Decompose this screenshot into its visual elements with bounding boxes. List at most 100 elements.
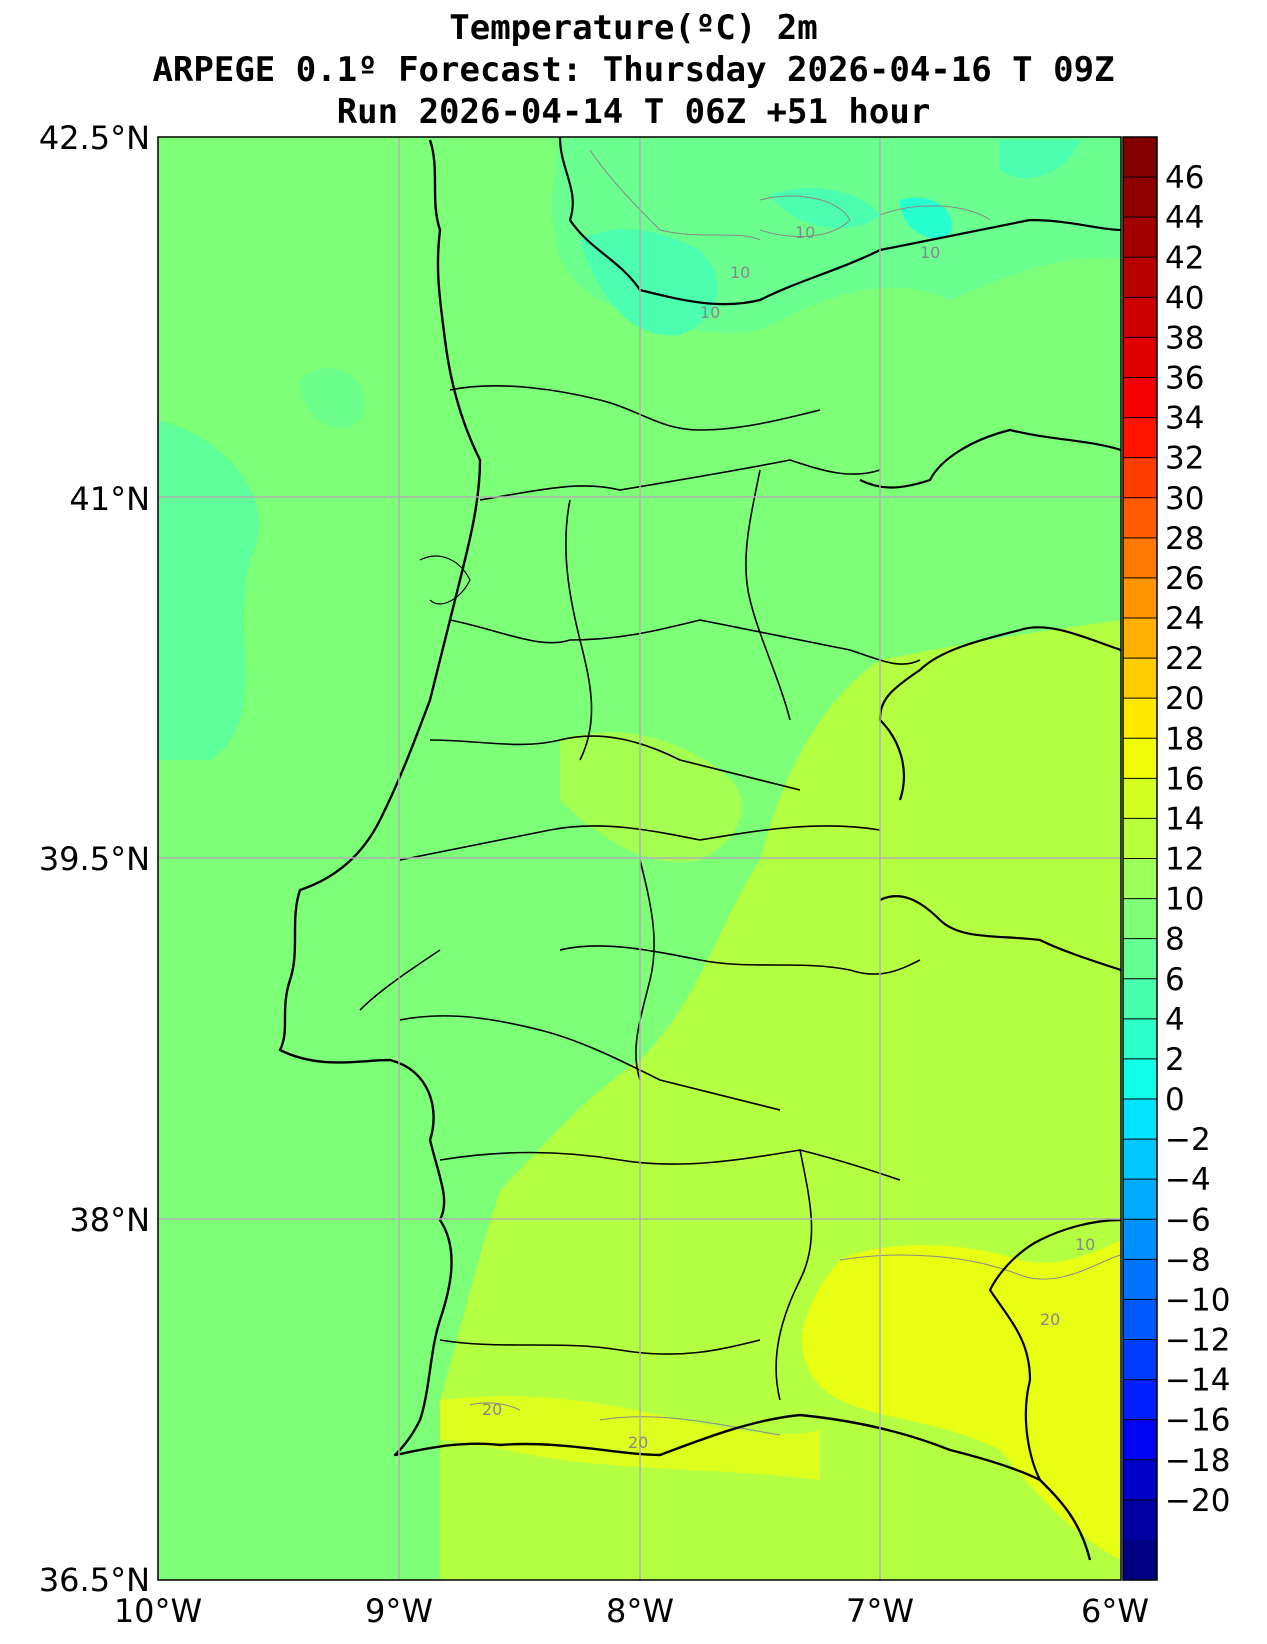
border-spain-south bbox=[988, 1218, 1121, 1481]
colorbar-tick-label: 8 bbox=[1165, 922, 1185, 958]
colorbar-tick-label: −4 bbox=[1165, 1162, 1211, 1198]
colorbar-tick-label: 44 bbox=[1165, 200, 1204, 236]
lat-label: 41°N bbox=[69, 480, 150, 518]
contour-label-10: 10 bbox=[795, 223, 815, 242]
district-12 bbox=[775, 1149, 813, 1401]
colorbar-tick-label: 18 bbox=[1165, 721, 1204, 757]
colorbar-tick-label: 12 bbox=[1165, 842, 1204, 878]
coastline bbox=[278, 139, 1092, 1561]
contour-label-10: 10 bbox=[920, 243, 940, 262]
colorbar-tick-label: 38 bbox=[1165, 320, 1204, 356]
colorbar-swatch bbox=[1123, 1299, 1157, 1341]
colorbar-tick-label: 0 bbox=[1165, 1082, 1185, 1118]
colorbar-swatch bbox=[1123, 978, 1157, 1020]
colorbar-swatch bbox=[1123, 1099, 1157, 1140]
colorbar-swatch bbox=[1123, 738, 1157, 779]
borders bbox=[278, 137, 1121, 1561]
colorbar-swatch bbox=[1123, 417, 1157, 459]
colorbar-tick-label: −10 bbox=[1165, 1282, 1230, 1318]
colorbar-swatch bbox=[1123, 1058, 1157, 1100]
colorbar-swatch bbox=[1123, 1339, 1157, 1381]
colorbar-swatch bbox=[1123, 1179, 1157, 1220]
contour-label-20: 20 bbox=[1040, 1310, 1060, 1329]
map-title-line-2: ARPEGE 0.1º Forecast: Thursday 2026-04-1… bbox=[152, 50, 1115, 90]
colorbar-tick-label: −14 bbox=[1165, 1363, 1230, 1399]
colorbar-tick-label: −6 bbox=[1165, 1202, 1211, 1238]
map-title-line-1: Temperature(ºC) 2m bbox=[449, 8, 818, 48]
colorbar-tick-label: 6 bbox=[1165, 962, 1185, 998]
map-title-line-3: Run 2026-04-14 T 06Z +51 hour bbox=[336, 92, 931, 132]
colorbar-tick-label: 20 bbox=[1165, 681, 1204, 717]
colorbar-swatch bbox=[1123, 858, 1157, 900]
colorbar-tick-label: 34 bbox=[1165, 401, 1204, 437]
colorbar-swatch bbox=[1123, 457, 1157, 499]
colorbar-swatch bbox=[1123, 577, 1157, 619]
colorbar-tick-label: −16 bbox=[1165, 1403, 1230, 1439]
border-spain-east-3 bbox=[879, 895, 1121, 972]
colorbar-swatch bbox=[1123, 938, 1157, 980]
field-ocean-cool-2 bbox=[300, 367, 365, 428]
colorbar-swatch bbox=[1123, 1379, 1157, 1421]
colorbar-tick-label: 16 bbox=[1165, 761, 1204, 797]
colorbar-swatch bbox=[1123, 618, 1157, 659]
border-spain-east-2 bbox=[878, 626, 1121, 801]
colorbar-tick-label: 30 bbox=[1165, 481, 1204, 517]
lon-label: 10°W bbox=[114, 1592, 202, 1630]
colorbar-swatch bbox=[1123, 377, 1157, 419]
lat-label: 38°N bbox=[69, 1201, 150, 1239]
lat-label: 42.5°N bbox=[39, 119, 150, 157]
colorbar-tick-label: 10 bbox=[1165, 882, 1204, 918]
colorbar-swatch bbox=[1123, 1219, 1157, 1260]
colorbar-tick-label: 14 bbox=[1165, 801, 1204, 837]
colorbar: 4644424038363432302826242220181614121086… bbox=[1122, 136, 1230, 1581]
district-9 bbox=[635, 859, 655, 1081]
district-4 bbox=[429, 735, 801, 791]
field-geres-cool bbox=[770, 187, 880, 229]
colorbar-tick-label: −8 bbox=[1165, 1242, 1211, 1278]
isoline-10-c bbox=[879, 205, 991, 221]
colorbar-tick-label: −18 bbox=[1165, 1443, 1230, 1479]
contour-label-10: 10 bbox=[730, 263, 750, 282]
colorbar-tick-label: 36 bbox=[1165, 361, 1204, 397]
colorbar-swatch bbox=[1123, 1259, 1157, 1301]
colorbar-tick-label: 40 bbox=[1165, 280, 1204, 316]
district-6 bbox=[565, 499, 593, 761]
colorbar-swatch bbox=[1123, 1419, 1157, 1461]
colorbar-tick-label: 46 bbox=[1165, 160, 1204, 196]
lon-label: 6°W bbox=[1081, 1592, 1149, 1630]
district-1 bbox=[449, 385, 821, 431]
colorbar-tick-label: 26 bbox=[1165, 561, 1204, 597]
lat-label: 39.5°N bbox=[39, 840, 150, 878]
grid-lines bbox=[158, 137, 1121, 1580]
colorbar-tick-label: 2 bbox=[1165, 1042, 1185, 1078]
lon-label: 7°W bbox=[846, 1592, 914, 1630]
colorbar-swatch bbox=[1123, 217, 1157, 258]
contour-labels: 10 10 10 10 10 20 20 20 bbox=[482, 223, 1095, 1452]
colorbar-swatch bbox=[1123, 257, 1157, 298]
district-3 bbox=[449, 619, 921, 665]
colorbar-swatch bbox=[1123, 658, 1157, 699]
district-5 bbox=[399, 825, 881, 861]
axis-labels: 42.5°N 41°N 39.5°N 38°N 36.5°N 10°W 9°W … bbox=[39, 119, 1149, 1630]
colorbar-swatch bbox=[1123, 818, 1157, 860]
tagus-estuary bbox=[359, 949, 441, 1011]
isoline-10-a bbox=[589, 149, 761, 241]
district-13 bbox=[439, 1339, 761, 1355]
colorbar-swatch bbox=[1123, 177, 1157, 218]
contour-label-20: 20 bbox=[628, 1433, 648, 1452]
border-spain-east-1 bbox=[859, 428, 1121, 489]
district-7 bbox=[745, 469, 791, 721]
colorbar-tick-label: 24 bbox=[1165, 601, 1204, 637]
isoline-20-b bbox=[599, 1416, 781, 1436]
colorbar-swatch bbox=[1123, 1139, 1157, 1180]
field-ne-cool bbox=[1000, 140, 1080, 179]
colorbar-swatch bbox=[1123, 778, 1157, 820]
border-spain-north bbox=[558, 137, 1121, 306]
field-hot-algarve bbox=[440, 1396, 820, 1480]
plot-frame bbox=[157, 136, 1122, 1581]
colorbar-swatch bbox=[1123, 137, 1157, 178]
isoline-10-b bbox=[759, 195, 851, 238]
colorbar-swatch bbox=[1123, 1459, 1157, 1501]
colorbar-tick-label: 28 bbox=[1165, 521, 1204, 557]
